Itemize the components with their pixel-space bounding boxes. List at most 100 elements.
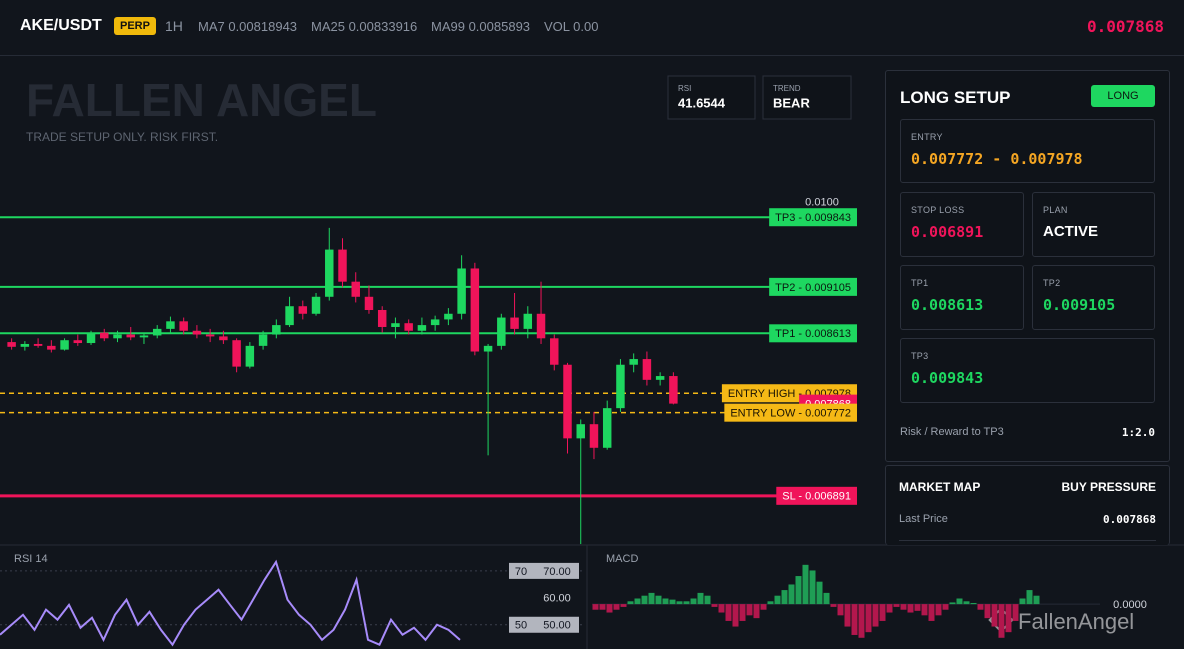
rsi-box [667,75,756,120]
candle-body [430,319,440,326]
interval[interactable]: 1H [165,18,183,34]
candle-body [351,281,360,297]
rr-label: Risk / Reward to TP3 [900,426,1004,438]
macd-bar [984,604,991,619]
sl-label: STOP LOSS [911,205,965,215]
macd-bar [872,604,879,627]
candle-body [152,328,162,336]
candle-body [100,332,109,339]
side-badge[interactable]: LONG [1091,85,1155,107]
candle-body [616,364,625,409]
macd-bar [788,584,795,605]
macd-bar [760,604,767,610]
macd-bar [1005,604,1012,633]
tp1-label: TP1 [911,278,929,288]
macd-bar [753,604,760,619]
macd-bar [746,604,753,616]
ma99: MA99 0.0085893 [431,19,531,34]
tp3-box: TP3 0.009843 [900,338,1155,403]
macd-bar [648,592,655,605]
rsi-label: RSI [678,84,691,93]
candle-body [272,325,281,335]
candle-body [60,340,69,350]
candle-body [73,340,83,344]
candle-body [655,376,665,380]
macd-bar [641,595,648,605]
macd-bar [928,604,935,621]
macd-bar [697,592,704,605]
candle-body [325,249,334,297]
plan-label: PLAN [1043,205,1068,215]
tagline: TRADE SETUP ONLY. RISK FIRST. [26,130,218,144]
level-label: 70 [515,566,527,578]
entry-value: 0.007772 - 0.007978 [911,150,1083,168]
macd-bar [935,604,942,616]
macd-bar [823,592,830,605]
macd-bar [886,604,893,613]
y-tick-label: 0.0100 [805,196,839,208]
market-map-card: MARKET MAP BUY PRESSURE Last Price 0.007… [885,465,1170,545]
candle-body [20,343,30,347]
candle-body [629,359,638,365]
macd-bar [613,604,620,610]
candle-body [510,317,519,329]
candle-body [205,334,215,337]
candle-body [258,334,268,346]
tp2-box: TP2 0.009105 [1032,265,1155,330]
setup-card: LONG SETUP LONG ENTRY 0.007772 - 0.00797… [885,70,1170,462]
level-label: TP3 - 0.009843 [775,212,851,224]
level-tag-bg [769,208,857,227]
macd-bar [676,601,683,605]
macd-bar [858,604,865,638]
candle-body [536,313,546,339]
tp1-value: 0.008613 [911,296,984,314]
sl-value: 0.006891 [911,223,984,241]
macd-bar [732,604,739,627]
rsi-value: 41.6544 [678,95,726,110]
candle-body [311,296,321,314]
last-price-label: Last Price [899,513,948,525]
candle-body [589,424,599,448]
macd-bar [998,604,1005,638]
y-tick-label: 70.00 [543,566,571,578]
candle-body [404,323,413,331]
candle-body [377,309,387,327]
macd-bar [942,604,949,610]
macd-bar [970,602,977,605]
macd-bar [725,604,732,621]
level-tag-bg [769,324,857,343]
candle-body [470,268,480,352]
candle-body [642,359,652,380]
volume: VOL 0.00 [544,19,599,34]
macd-bar [774,595,781,605]
divider [899,540,1156,541]
macd-bar [795,576,802,605]
setup-title: LONG SETUP [900,88,1011,107]
macd-bar [655,595,662,605]
entry-label: ENTRY [911,132,943,142]
macd-bar [963,601,970,605]
candle-body [192,330,202,335]
y-tick-label: 0.0000 [1113,599,1147,611]
y-tick-label: 60.00 [543,593,571,605]
plan-value: ACTIVE [1043,223,1099,240]
macd-bar [1019,598,1026,605]
macd-bar [767,601,774,605]
candle-body [219,336,228,341]
candle-body [139,335,149,338]
macd-bar [837,604,844,616]
candle-body [444,313,453,320]
level-tag-bg [769,277,857,296]
macd-bar [802,564,809,605]
macd-bar [900,604,907,610]
market-map-title: MARKET MAP [899,480,981,494]
macd-bar [592,604,599,610]
macd-bar [1026,590,1033,605]
trend-box [762,75,852,120]
level-label: TP1 - 0.008613 [775,328,851,340]
macd-bar [949,602,956,605]
candle-body [364,296,374,310]
trend-value: BEAR [773,95,810,110]
macd-bar [690,598,697,605]
symbol: AKE/USDT [20,17,102,34]
